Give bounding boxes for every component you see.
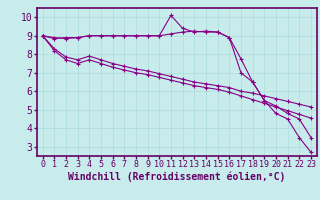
X-axis label: Windchill (Refroidissement éolien,°C): Windchill (Refroidissement éolien,°C) xyxy=(68,172,285,182)
